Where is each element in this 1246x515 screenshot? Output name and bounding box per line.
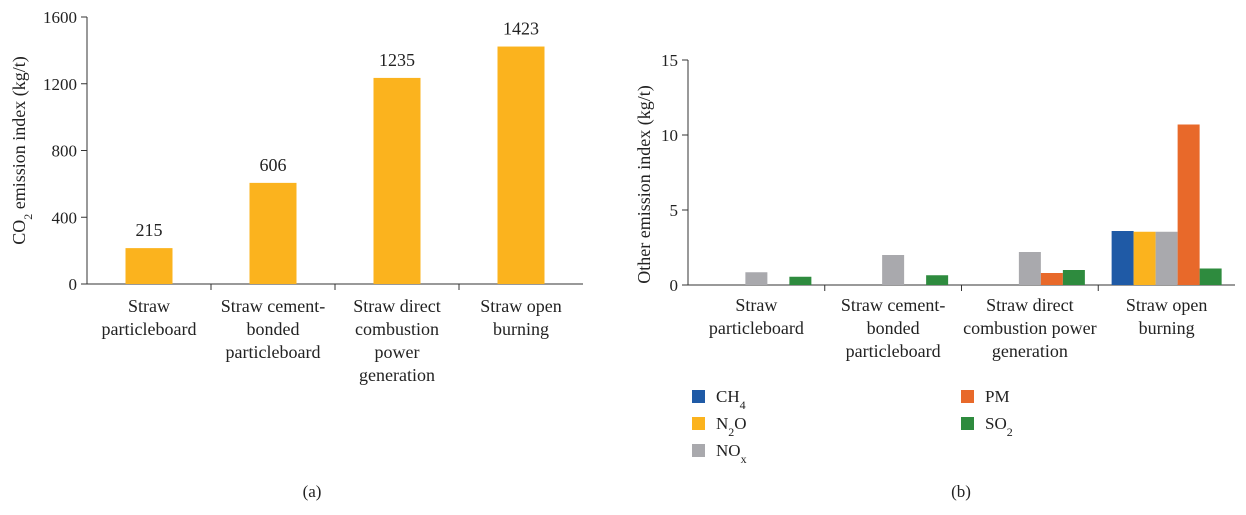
bar-b [882,255,905,285]
legend-label: CH4 [716,387,746,412]
y-tick-label-b: 5 [670,201,679,220]
bar-b [1199,268,1222,285]
category-label-a: Straw open [480,296,561,316]
bar-a [125,248,173,284]
bar-b [1062,270,1085,285]
legend-swatch [692,417,705,430]
y-tick-label-a: 800 [52,142,78,161]
category-label-a: Straw [128,296,170,316]
category-label-b: generation [992,341,1068,361]
category-label-a: power [375,342,420,362]
bar-a [373,77,421,284]
category-label-a: Straw direct [353,296,440,316]
bar-b [1111,231,1134,285]
legend-swatch [692,444,705,457]
y-tick-label-b: 10 [661,126,678,145]
data-label-a: 606 [260,155,287,175]
y-tick-label-b: 0 [670,276,679,295]
y-tick-label-a: 1600 [43,8,77,27]
y-tick-label-b: 15 [661,51,678,70]
category-label-b: particleboard [846,341,941,361]
y-tick-label-a: 1200 [43,75,77,94]
bar-b [1018,252,1041,285]
y-axis-label-b: Other emission index (kg/t) [634,85,655,283]
category-label-a: generation [359,365,435,385]
bar-b [1133,231,1156,285]
legend-swatch [961,390,974,403]
legend-swatch [961,417,974,430]
category-label-a: burning [493,319,549,339]
category-label-b: Straw [735,295,777,315]
bar-b [1177,124,1200,285]
legend-swatch [692,390,705,403]
bar-b [926,275,949,285]
bar-b [745,272,768,285]
category-label-b: bonded [867,318,920,338]
category-label-b: Straw open [1126,295,1207,315]
category-label-a: bonded [247,319,300,339]
category-label-a: particleboard [102,319,197,339]
category-label-a: combustion [355,319,439,339]
bar-b [789,276,812,285]
category-label-b: Straw direct [986,295,1073,315]
category-label-a: Straw cement- [221,296,325,316]
legend-label: PM [985,387,1010,406]
legend-label: NOx [716,441,747,466]
data-label-a: 215 [136,220,163,240]
legend-label: N2O [716,414,747,439]
panel-label-b: (b) [951,482,971,501]
category-label-b: Straw cement- [841,295,945,315]
bar-a [249,182,297,284]
category-label-a: particleboard [226,342,321,362]
bar-b [1040,273,1063,285]
data-label-a: 1235 [379,50,415,70]
bar-b [1155,231,1178,285]
panel-label-a: (a) [303,482,322,501]
legend-label: SO2 [985,414,1013,439]
category-label-b: particleboard [709,318,804,338]
y-axis-label-a: CO2 emission index (kg/t) [9,56,35,245]
category-label-b: burning [1139,318,1195,338]
data-label-a: 1423 [503,19,539,39]
bar-a [497,46,545,284]
y-tick-label-a: 0 [69,275,78,294]
y-tick-label-a: 400 [52,208,78,227]
category-label-b: combustion power [963,318,1096,338]
